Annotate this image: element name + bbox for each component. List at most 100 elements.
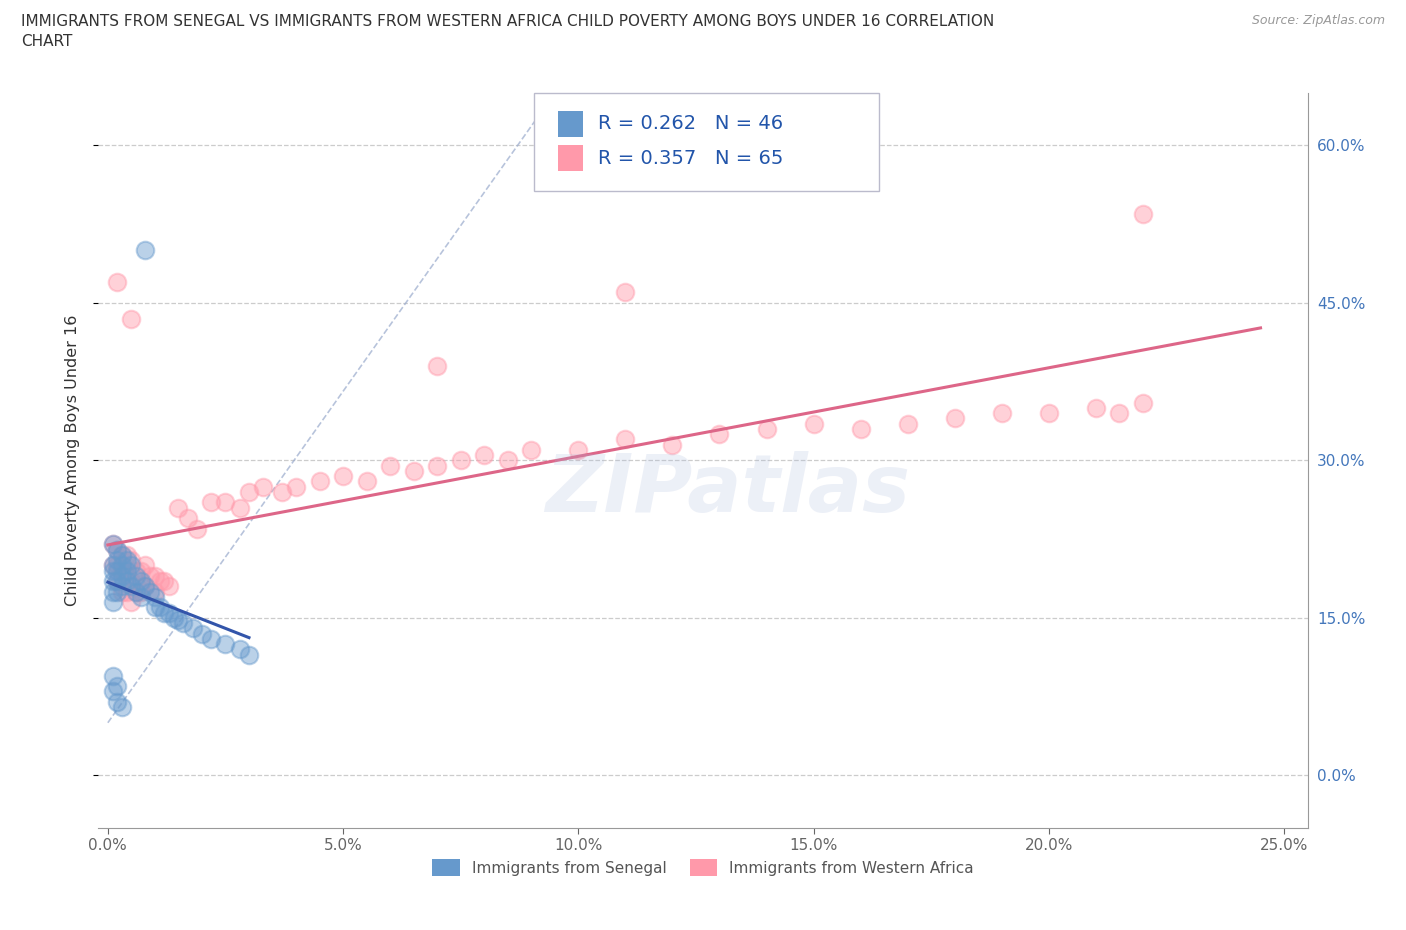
Point [378, 458, 401, 473]
Point [101, 574, 124, 589]
Point [101, 537, 124, 551]
Point [111, 578, 134, 593]
Point [143, 600, 166, 615]
Point [105, 542, 128, 557]
Point [214, 495, 236, 510]
Point [120, 312, 142, 326]
Text: CHART: CHART [21, 34, 73, 49]
Point [111, 699, 134, 714]
Point [181, 621, 204, 636]
Point [120, 558, 142, 573]
Text: IMMIGRANTS FROM SENEGAL VS IMMIGRANTS FROM WESTERN AFRICA CHILD POVERTY AMONG BO: IMMIGRANTS FROM SENEGAL VS IMMIGRANTS FR… [21, 14, 994, 29]
Point [153, 605, 176, 620]
Point [228, 500, 250, 515]
Point [120, 552, 142, 567]
Point [228, 642, 250, 657]
Point [1084, 401, 1107, 416]
Point [111, 558, 134, 573]
Point [143, 568, 166, 583]
Point [111, 548, 134, 563]
Point [101, 684, 124, 698]
Point [111, 564, 134, 578]
Legend: Immigrants from Senegal, Immigrants from Western Africa: Immigrants from Senegal, Immigrants from… [426, 853, 980, 883]
Point [356, 474, 378, 489]
Point [129, 574, 152, 589]
Point [567, 443, 589, 458]
Point [177, 511, 200, 525]
Point [134, 578, 156, 593]
Point [105, 558, 128, 573]
Point [943, 411, 966, 426]
Point [125, 584, 148, 599]
Point [308, 474, 330, 489]
Point [105, 584, 128, 599]
Point [111, 584, 134, 599]
Point [101, 558, 124, 573]
Point [125, 564, 148, 578]
Point [105, 564, 128, 578]
Point [115, 564, 138, 578]
Point [115, 584, 138, 599]
Point [661, 437, 683, 452]
Point [1132, 206, 1154, 221]
Point [134, 558, 156, 573]
Point [849, 421, 872, 436]
Point [990, 405, 1012, 420]
Point [139, 584, 162, 599]
Point [134, 243, 156, 258]
Point [129, 590, 152, 604]
Point [1038, 405, 1060, 420]
Point [1132, 395, 1154, 410]
Point [115, 548, 138, 563]
Point [271, 485, 294, 499]
Text: Source: ZipAtlas.com: Source: ZipAtlas.com [1251, 14, 1385, 27]
Point [120, 574, 142, 589]
Point [157, 605, 180, 620]
Point [157, 578, 180, 593]
Point [149, 574, 172, 589]
Point [115, 552, 138, 567]
Point [200, 631, 222, 646]
Y-axis label: Child Poverty Among Boys Under 16: Child Poverty Among Boys Under 16 [65, 314, 80, 606]
Text: R = 0.357   N = 65: R = 0.357 N = 65 [598, 149, 783, 167]
Point [214, 637, 236, 652]
Point [285, 479, 308, 494]
Point [450, 453, 472, 468]
Point [101, 564, 124, 578]
Point [191, 626, 214, 641]
Point [105, 695, 128, 710]
Point [172, 616, 194, 631]
Point [115, 574, 138, 589]
Point [238, 647, 260, 662]
Point [755, 421, 778, 436]
Point [101, 558, 124, 573]
Point [153, 574, 176, 589]
Point [125, 584, 148, 599]
Point [101, 668, 124, 683]
Point [115, 568, 138, 583]
Point [149, 600, 172, 615]
Point [614, 285, 637, 299]
Point [402, 463, 425, 478]
Point [238, 485, 260, 499]
Point [125, 568, 148, 583]
Point [167, 613, 190, 628]
Point [101, 594, 124, 609]
Point [186, 521, 208, 536]
Point [105, 574, 128, 589]
Point [167, 500, 190, 515]
Point [111, 548, 134, 563]
Point [120, 578, 142, 593]
Point [143, 584, 166, 599]
Point [803, 417, 825, 432]
Point [163, 610, 186, 625]
Point [252, 479, 274, 494]
Point [139, 568, 162, 583]
Point [1108, 405, 1130, 420]
Point [614, 432, 637, 446]
Point [111, 568, 134, 583]
Point [332, 469, 354, 484]
Point [105, 679, 128, 694]
Point [426, 458, 449, 473]
Point [105, 274, 128, 289]
